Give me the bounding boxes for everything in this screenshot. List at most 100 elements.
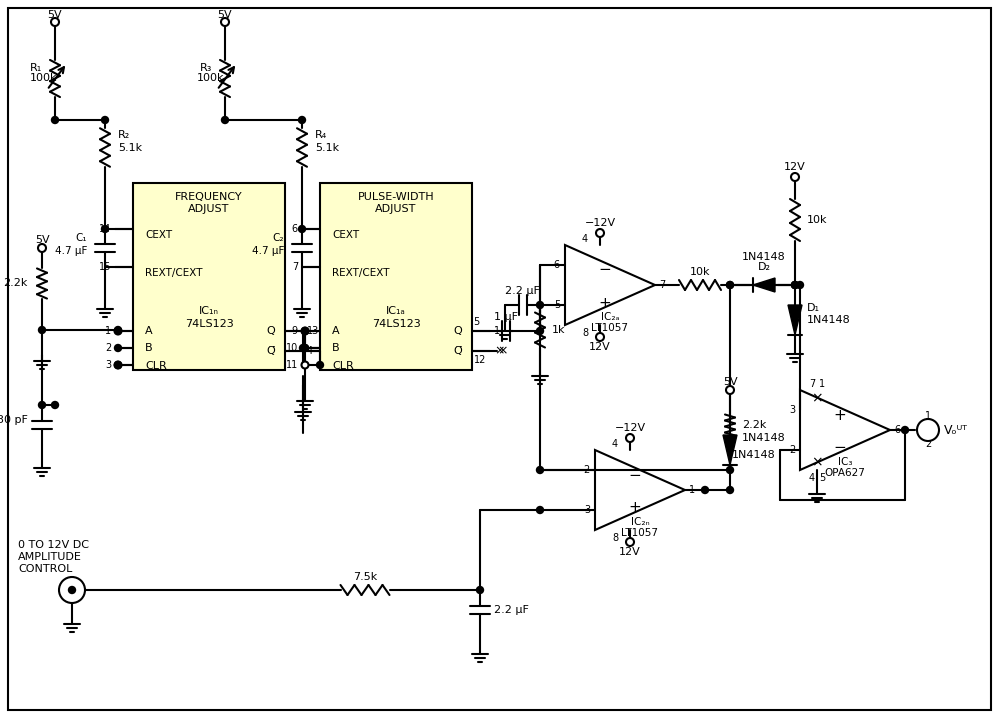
Circle shape	[536, 467, 543, 473]
Text: 8: 8	[582, 328, 588, 338]
Text: 2.2 μF: 2.2 μF	[494, 605, 528, 615]
Circle shape	[115, 327, 122, 333]
Text: ADJUST: ADJUST	[376, 204, 417, 214]
Text: A: A	[145, 326, 153, 336]
Text: 2: 2	[105, 343, 111, 353]
Text: REXT/CEXT: REXT/CEXT	[332, 268, 390, 278]
Text: D₁: D₁	[807, 303, 820, 313]
Text: 5: 5	[553, 300, 560, 310]
Circle shape	[726, 467, 733, 473]
Text: −: −	[598, 263, 611, 277]
Text: Q: Q	[454, 326, 463, 336]
Text: 1: 1	[925, 411, 931, 421]
Text: 2.2k: 2.2k	[742, 420, 766, 430]
Circle shape	[791, 173, 799, 181]
Text: 10k: 10k	[689, 267, 710, 277]
Text: 1k: 1k	[552, 325, 565, 335]
Text: 8: 8	[612, 533, 618, 543]
Text: PULSE-WIDTH: PULSE-WIDTH	[358, 192, 435, 202]
Text: 74LS123: 74LS123	[185, 319, 234, 329]
Text: Q: Q	[267, 326, 276, 336]
Text: +: +	[628, 500, 641, 516]
Text: 1 μF: 1 μF	[494, 312, 518, 322]
Text: R₃: R₃	[200, 63, 213, 73]
Text: ×: ×	[497, 345, 507, 358]
Text: 2: 2	[925, 439, 931, 449]
Text: 4.7 μF: 4.7 μF	[252, 246, 284, 256]
Circle shape	[59, 577, 85, 603]
Text: 3: 3	[583, 505, 590, 515]
Text: 4: 4	[612, 439, 618, 449]
Circle shape	[477, 587, 484, 594]
Text: IC₂ₙ: IC₂ₙ	[630, 517, 649, 527]
Text: 1N4148: 1N4148	[742, 252, 786, 262]
Circle shape	[536, 327, 543, 335]
Text: 12V: 12V	[619, 547, 641, 557]
Polygon shape	[788, 305, 802, 335]
Circle shape	[115, 361, 122, 368]
Text: 5V: 5V	[218, 10, 233, 20]
Circle shape	[52, 401, 59, 409]
Text: IC₃: IC₃	[838, 457, 852, 467]
Circle shape	[791, 281, 798, 289]
Text: 6: 6	[292, 224, 298, 234]
Text: 5: 5	[473, 317, 480, 327]
Text: 1: 1	[105, 326, 111, 336]
Text: IC₁ₐ: IC₁ₐ	[386, 306, 406, 316]
Text: CLR: CLR	[145, 361, 167, 371]
Text: 5V: 5V	[35, 235, 49, 245]
Circle shape	[52, 116, 59, 123]
Circle shape	[796, 281, 803, 289]
Circle shape	[299, 116, 306, 123]
Circle shape	[536, 302, 543, 309]
Text: CEXT: CEXT	[332, 230, 359, 240]
Circle shape	[300, 345, 307, 352]
Text: 330 pF: 330 pF	[0, 415, 28, 425]
Circle shape	[51, 18, 59, 26]
Text: REXT/CEXT: REXT/CEXT	[145, 268, 203, 278]
Circle shape	[596, 229, 604, 237]
Circle shape	[302, 327, 309, 335]
Text: D₂: D₂	[757, 262, 770, 272]
Bar	[320, 183, 472, 370]
Circle shape	[39, 401, 46, 409]
Text: 3: 3	[789, 405, 795, 415]
Text: ADJUST: ADJUST	[189, 204, 230, 214]
Circle shape	[791, 281, 798, 289]
Circle shape	[299, 225, 306, 233]
Text: CEXT: CEXT	[145, 230, 172, 240]
Text: CLR: CLR	[332, 361, 354, 371]
Text: 0 TO 12V DC: 0 TO 12V DC	[18, 540, 89, 550]
Text: 4: 4	[582, 234, 588, 244]
Bar	[133, 183, 285, 370]
Text: OPA627: OPA627	[824, 468, 865, 478]
Text: IC₁ₙ: IC₁ₙ	[199, 306, 219, 316]
Text: 4: 4	[809, 473, 815, 483]
Text: 2.2 μF: 2.2 μF	[504, 286, 539, 296]
Circle shape	[38, 244, 46, 252]
Text: 12V: 12V	[589, 342, 610, 352]
Text: 2: 2	[789, 445, 795, 455]
Text: 100k: 100k	[30, 73, 58, 83]
Text: 2.2k: 2.2k	[4, 278, 28, 288]
Text: 1N4148: 1N4148	[732, 450, 776, 460]
Circle shape	[302, 361, 309, 368]
Text: R₄: R₄	[315, 130, 328, 140]
Text: −: −	[833, 441, 846, 455]
Circle shape	[726, 386, 734, 394]
Text: 7: 7	[809, 379, 815, 389]
Text: C₁: C₁	[75, 233, 87, 243]
Text: LT1057: LT1057	[621, 528, 658, 538]
Text: B: B	[332, 343, 340, 353]
Text: 5: 5	[819, 473, 825, 483]
Text: −: −	[628, 467, 641, 482]
Text: 14: 14	[99, 224, 111, 234]
Circle shape	[917, 419, 939, 441]
Circle shape	[791, 281, 798, 289]
Circle shape	[302, 327, 309, 335]
Text: R₁: R₁	[30, 63, 42, 73]
Text: 10k: 10k	[807, 215, 827, 225]
Text: 10: 10	[286, 343, 298, 353]
Circle shape	[726, 281, 733, 289]
Circle shape	[102, 116, 109, 123]
